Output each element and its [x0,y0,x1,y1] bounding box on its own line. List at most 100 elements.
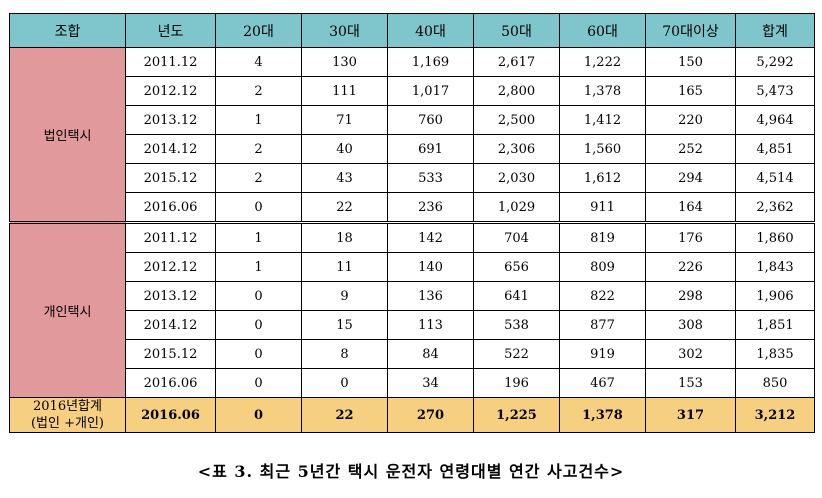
value-cell: 4 [215,47,302,77]
value-cell: 150 [645,47,736,77]
table-row: 법인택시 2011.12 4 130 1,169 2,617 1,222 150 5,292 [9,47,815,223]
value-cell: 0 [215,192,302,223]
table-row: 2014.12 2 40 691 2,306 1,560 252 4,851 [10,134,815,164]
value-cell: 704 [473,221,560,253]
value-cell: 18 [301,221,388,253]
value-cell: 1,612 [559,163,646,193]
total-label-line1: 2016년합계 [33,399,102,414]
year-cell: 2015.12 [125,163,216,193]
value-cell: 294 [645,163,736,193]
value-cell: 2 [215,163,302,193]
value-cell: 533 [387,163,474,193]
header-cell: 40대 [387,13,474,48]
accident-table: 조합 년도 20대 30대 40대 50대 60대 70대이상 합계 법인택시 2… [9,13,815,433]
value-cell: 298 [645,281,736,311]
value-cell: 1,906 [735,281,815,311]
header-cell: 조합 [9,13,126,48]
table-row: 2015.12 0 8 84 522 919 302 1,835 [10,339,815,369]
value-cell: 165 [645,76,736,106]
value-cell: 302 [645,339,736,369]
value-cell: 1,222 [559,47,646,77]
value-cell: 0 [215,368,302,398]
value-cell: 252 [645,134,736,164]
value-cell: 1,835 [735,339,815,369]
value-cell: 0 [215,281,302,311]
value-cell: 919 [559,339,646,369]
value-cell: 5,292 [735,47,815,77]
header-row: 조합 년도 20대 30대 40대 50대 60대 70대이상 합계 [9,13,815,48]
value-cell: 850 [735,368,815,398]
value-cell: 1,843 [735,252,815,282]
year-cell: 2013.12 [125,281,216,311]
value-cell: 220 [645,105,736,135]
value-cell: 15 [301,310,388,340]
value-cell: 113 [387,310,474,340]
header-cell: 합계 [735,13,815,48]
value-cell: 22 [301,192,388,223]
header-cell: 60대 [559,13,646,48]
value-cell: 0 [215,310,302,340]
table-row: 개인택시 2011.12 1 18 142 704 819 176 1,860 [9,221,815,398]
value-cell: 226 [645,252,736,282]
year-cell: 2016.06 [125,368,216,398]
value-cell: 4,851 [735,134,815,164]
value-cell: 4,964 [735,105,815,135]
year-cell: 2012.12 [125,76,216,106]
value-cell: 136 [387,281,474,311]
header-cell: 50대 [473,13,560,48]
value-cell: 2 [215,76,302,106]
table-row: 2016.06 0 22 236 1,029 911 164 2,362 [10,192,815,223]
value-cell: 1,860 [735,221,815,253]
total-cell: 3,212 [735,397,815,433]
value-cell: 691 [387,134,474,164]
total-cell: 22 [301,397,388,433]
total-cell: 1,225 [473,397,560,433]
value-cell: 467 [559,368,646,398]
value-cell: 40 [301,134,388,164]
value-cell: 1,851 [735,310,815,340]
value-cell: 760 [387,105,474,135]
header-cell: 20대 [215,13,302,48]
value-cell: 2,306 [473,134,560,164]
year-cell: 2015.12 [125,339,216,369]
year-cell: 2016.06 [125,192,216,223]
value-cell: 111 [301,76,388,106]
value-cell: 2,500 [473,105,560,135]
value-cell: 11 [301,252,388,282]
year-cell: 2013.12 [125,105,216,135]
total-cell: 0 [215,397,302,433]
value-cell: 34 [387,368,474,398]
year-cell: 2012.12 [125,252,216,282]
value-cell: 71 [301,105,388,135]
value-cell: 140 [387,252,474,282]
table-caption: <표 3. 최근 5년간 택시 운전자 연령대별 연간 사고건수> [197,462,625,481]
year-cell: 2014.12 [125,310,216,340]
value-cell: 0 [215,339,302,369]
total-label-line2: (법인 +개인) [30,416,104,431]
value-cell: 538 [473,310,560,340]
value-cell: 4,514 [735,163,815,193]
table-row: 2012.12 1 11 140 656 809 226 1,843 [10,252,815,282]
table-row: 2015.12 2 43 533 2,030 1,612 294 4,514 [10,163,815,193]
value-cell: 176 [645,221,736,253]
value-cell: 142 [387,221,474,253]
value-cell: 1 [215,105,302,135]
total-cell: 1,378 [559,397,646,433]
value-cell: 2,362 [735,192,815,223]
group-label: 법인택시 [9,47,126,223]
header-cell: 30대 [301,13,388,48]
value-cell: 1 [215,252,302,282]
value-cell: 822 [559,281,646,311]
value-cell: 1,169 [387,47,474,77]
value-cell: 809 [559,252,646,282]
table-row: 2013.12 1 71 760 2,500 1,412 220 4,964 [10,105,815,135]
header-cell: 70대이상 [645,13,736,48]
value-cell: 1,560 [559,134,646,164]
value-cell: 656 [473,252,560,282]
total-label: 2016년합계 (법인 +개인) [9,397,126,433]
value-cell: 164 [645,192,736,223]
total-cell: 270 [387,397,474,433]
value-cell: 1,017 [387,76,474,106]
value-cell: 911 [559,192,646,223]
year-cell: 2014.12 [125,134,216,164]
